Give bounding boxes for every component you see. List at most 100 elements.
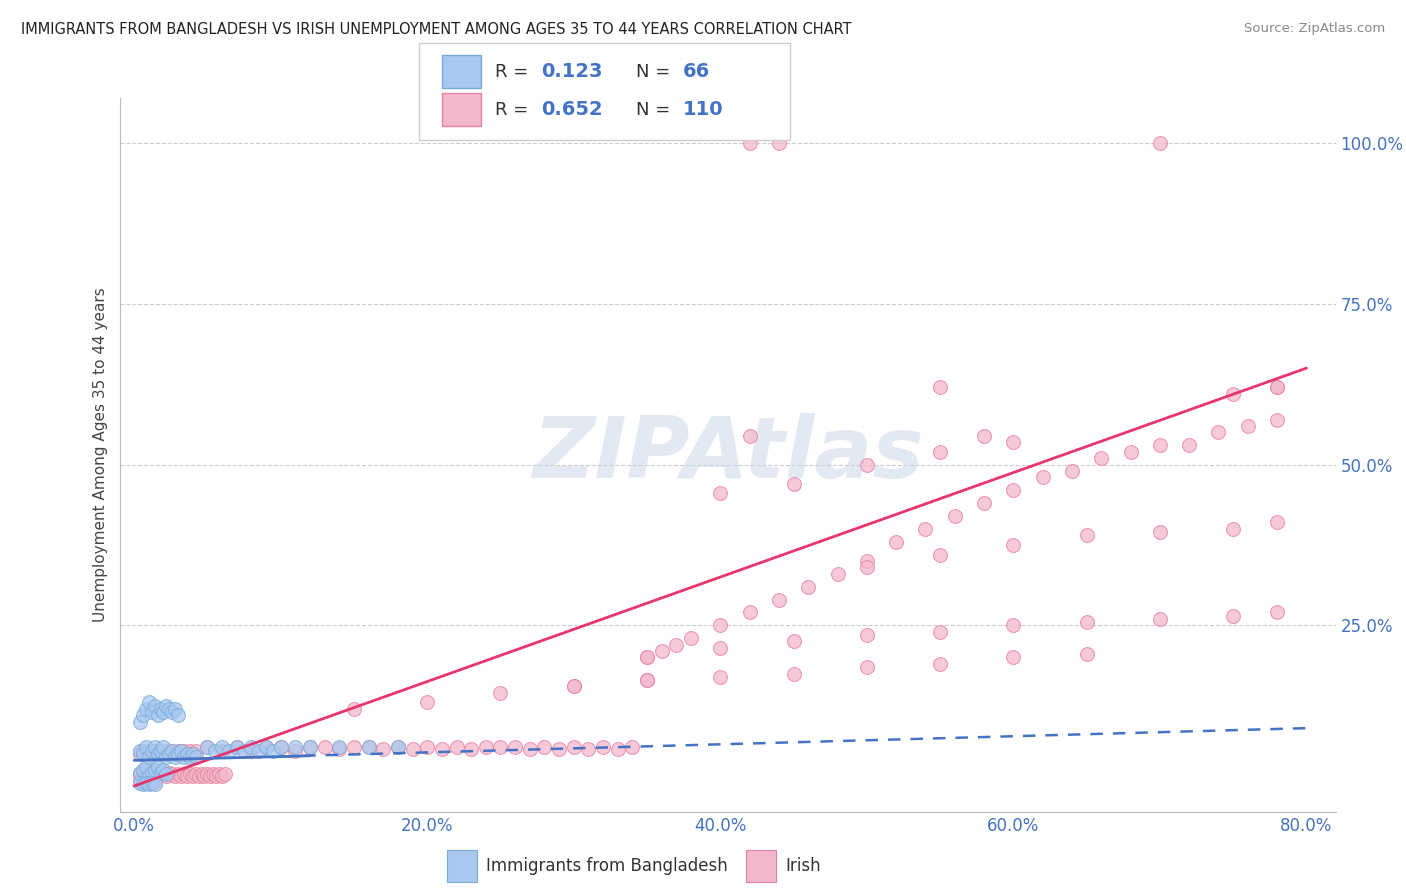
Point (797, 580, 820, 594)
Point (143, 764, 166, 779)
Point (179, 744, 201, 758)
Point (1265, 380, 1288, 394)
Point (856, 660, 879, 674)
Point (709, 486, 731, 500)
Point (197, 740, 219, 755)
Point (138, 769, 160, 783)
Point (132, 764, 155, 779)
Point (884, 534, 907, 549)
Point (146, 747, 169, 761)
Point (152, 747, 174, 761)
Point (138, 695, 160, 709)
Point (143, 744, 166, 758)
Point (135, 772, 157, 787)
Point (155, 767, 177, 781)
Point (179, 767, 201, 781)
Point (665, 638, 688, 652)
Text: 110: 110 (682, 100, 723, 120)
Point (562, 679, 585, 693)
Point (167, 708, 190, 723)
Point (503, 740, 526, 755)
Text: 66: 66 (682, 62, 710, 81)
Point (184, 744, 207, 758)
Point (562, 679, 585, 693)
Text: N =: N = (637, 101, 671, 119)
Point (138, 777, 160, 791)
Point (709, 670, 731, 684)
Point (184, 767, 207, 781)
Point (205, 769, 228, 783)
Point (132, 708, 155, 723)
Point (592, 740, 614, 755)
Point (129, 772, 152, 787)
Point (430, 741, 453, 756)
Point (132, 744, 155, 758)
Point (132, 763, 155, 777)
Point (782, 476, 804, 491)
Point (270, 740, 292, 755)
Point (225, 740, 247, 755)
Point (1236, 419, 1258, 434)
Point (129, 776, 152, 790)
Text: Source: ZipAtlas.com: Source: ZipAtlas.com (1244, 22, 1385, 36)
Point (1002, 435, 1025, 450)
Point (621, 740, 644, 755)
Point (738, 606, 761, 620)
Point (143, 773, 166, 788)
Point (262, 744, 284, 758)
Point (636, 650, 658, 665)
Point (152, 767, 174, 781)
Point (135, 776, 157, 790)
Point (1149, 438, 1171, 452)
Point (679, 631, 702, 645)
Point (173, 767, 195, 781)
Point (1265, 606, 1288, 620)
Point (162, 705, 184, 719)
Text: 0.652: 0.652 (541, 100, 602, 120)
Point (141, 705, 163, 719)
Point (1076, 615, 1098, 629)
Point (129, 714, 152, 729)
Text: Irish: Irish (786, 857, 821, 875)
Point (184, 750, 207, 764)
Point (141, 766, 163, 780)
Point (143, 763, 166, 777)
Bar (447, 850, 477, 882)
Text: R =: R = (495, 101, 529, 119)
Point (856, 628, 879, 642)
Point (197, 767, 219, 781)
Point (143, 740, 166, 755)
Point (176, 747, 198, 761)
Point (943, 508, 966, 523)
Point (149, 744, 172, 758)
Point (132, 773, 155, 788)
Text: 0.123: 0.123 (541, 62, 602, 81)
Point (738, 136, 761, 150)
Point (225, 740, 247, 755)
Text: IMMIGRANTS FROM BANGLADESH VS IRISH UNEMPLOYMENT AMONG AGES 35 TO 44 YEARS CORRE: IMMIGRANTS FROM BANGLADESH VS IRISH UNEM… (21, 22, 852, 37)
Bar (441, 93, 481, 126)
Point (152, 705, 174, 719)
Point (240, 740, 263, 755)
Point (606, 741, 628, 756)
Point (129, 766, 152, 780)
Point (141, 772, 163, 787)
Text: ZIPAtlas: ZIPAtlas (531, 413, 924, 497)
Point (152, 763, 174, 777)
Point (173, 750, 195, 764)
Point (768, 136, 790, 150)
Point (157, 747, 180, 761)
Point (314, 740, 336, 755)
Point (208, 767, 231, 781)
Point (387, 740, 409, 755)
Point (162, 744, 184, 758)
Point (738, 428, 761, 442)
Point (1222, 608, 1244, 623)
Point (562, 740, 585, 755)
Point (138, 773, 160, 788)
Point (146, 747, 169, 761)
Point (343, 702, 366, 716)
Point (1076, 647, 1098, 661)
Point (129, 767, 152, 781)
Point (1149, 524, 1171, 539)
